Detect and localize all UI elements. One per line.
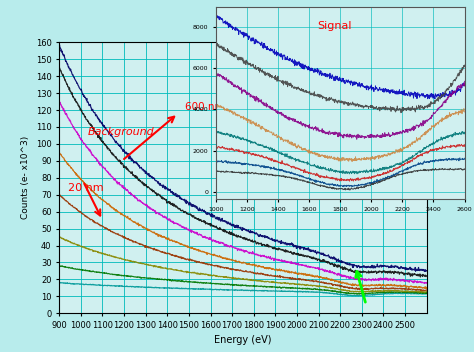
Y-axis label: Counts (e- x10^3): Counts (e- x10^3)	[21, 136, 30, 219]
Text: 600 nm: 600 nm	[184, 102, 224, 112]
Text: 20 nm: 20 nm	[68, 183, 103, 193]
X-axis label: Energy (eV): Energy (eV)	[214, 335, 272, 345]
Text: Signal: Signal	[317, 21, 351, 31]
Text: Background: Background	[87, 127, 154, 137]
